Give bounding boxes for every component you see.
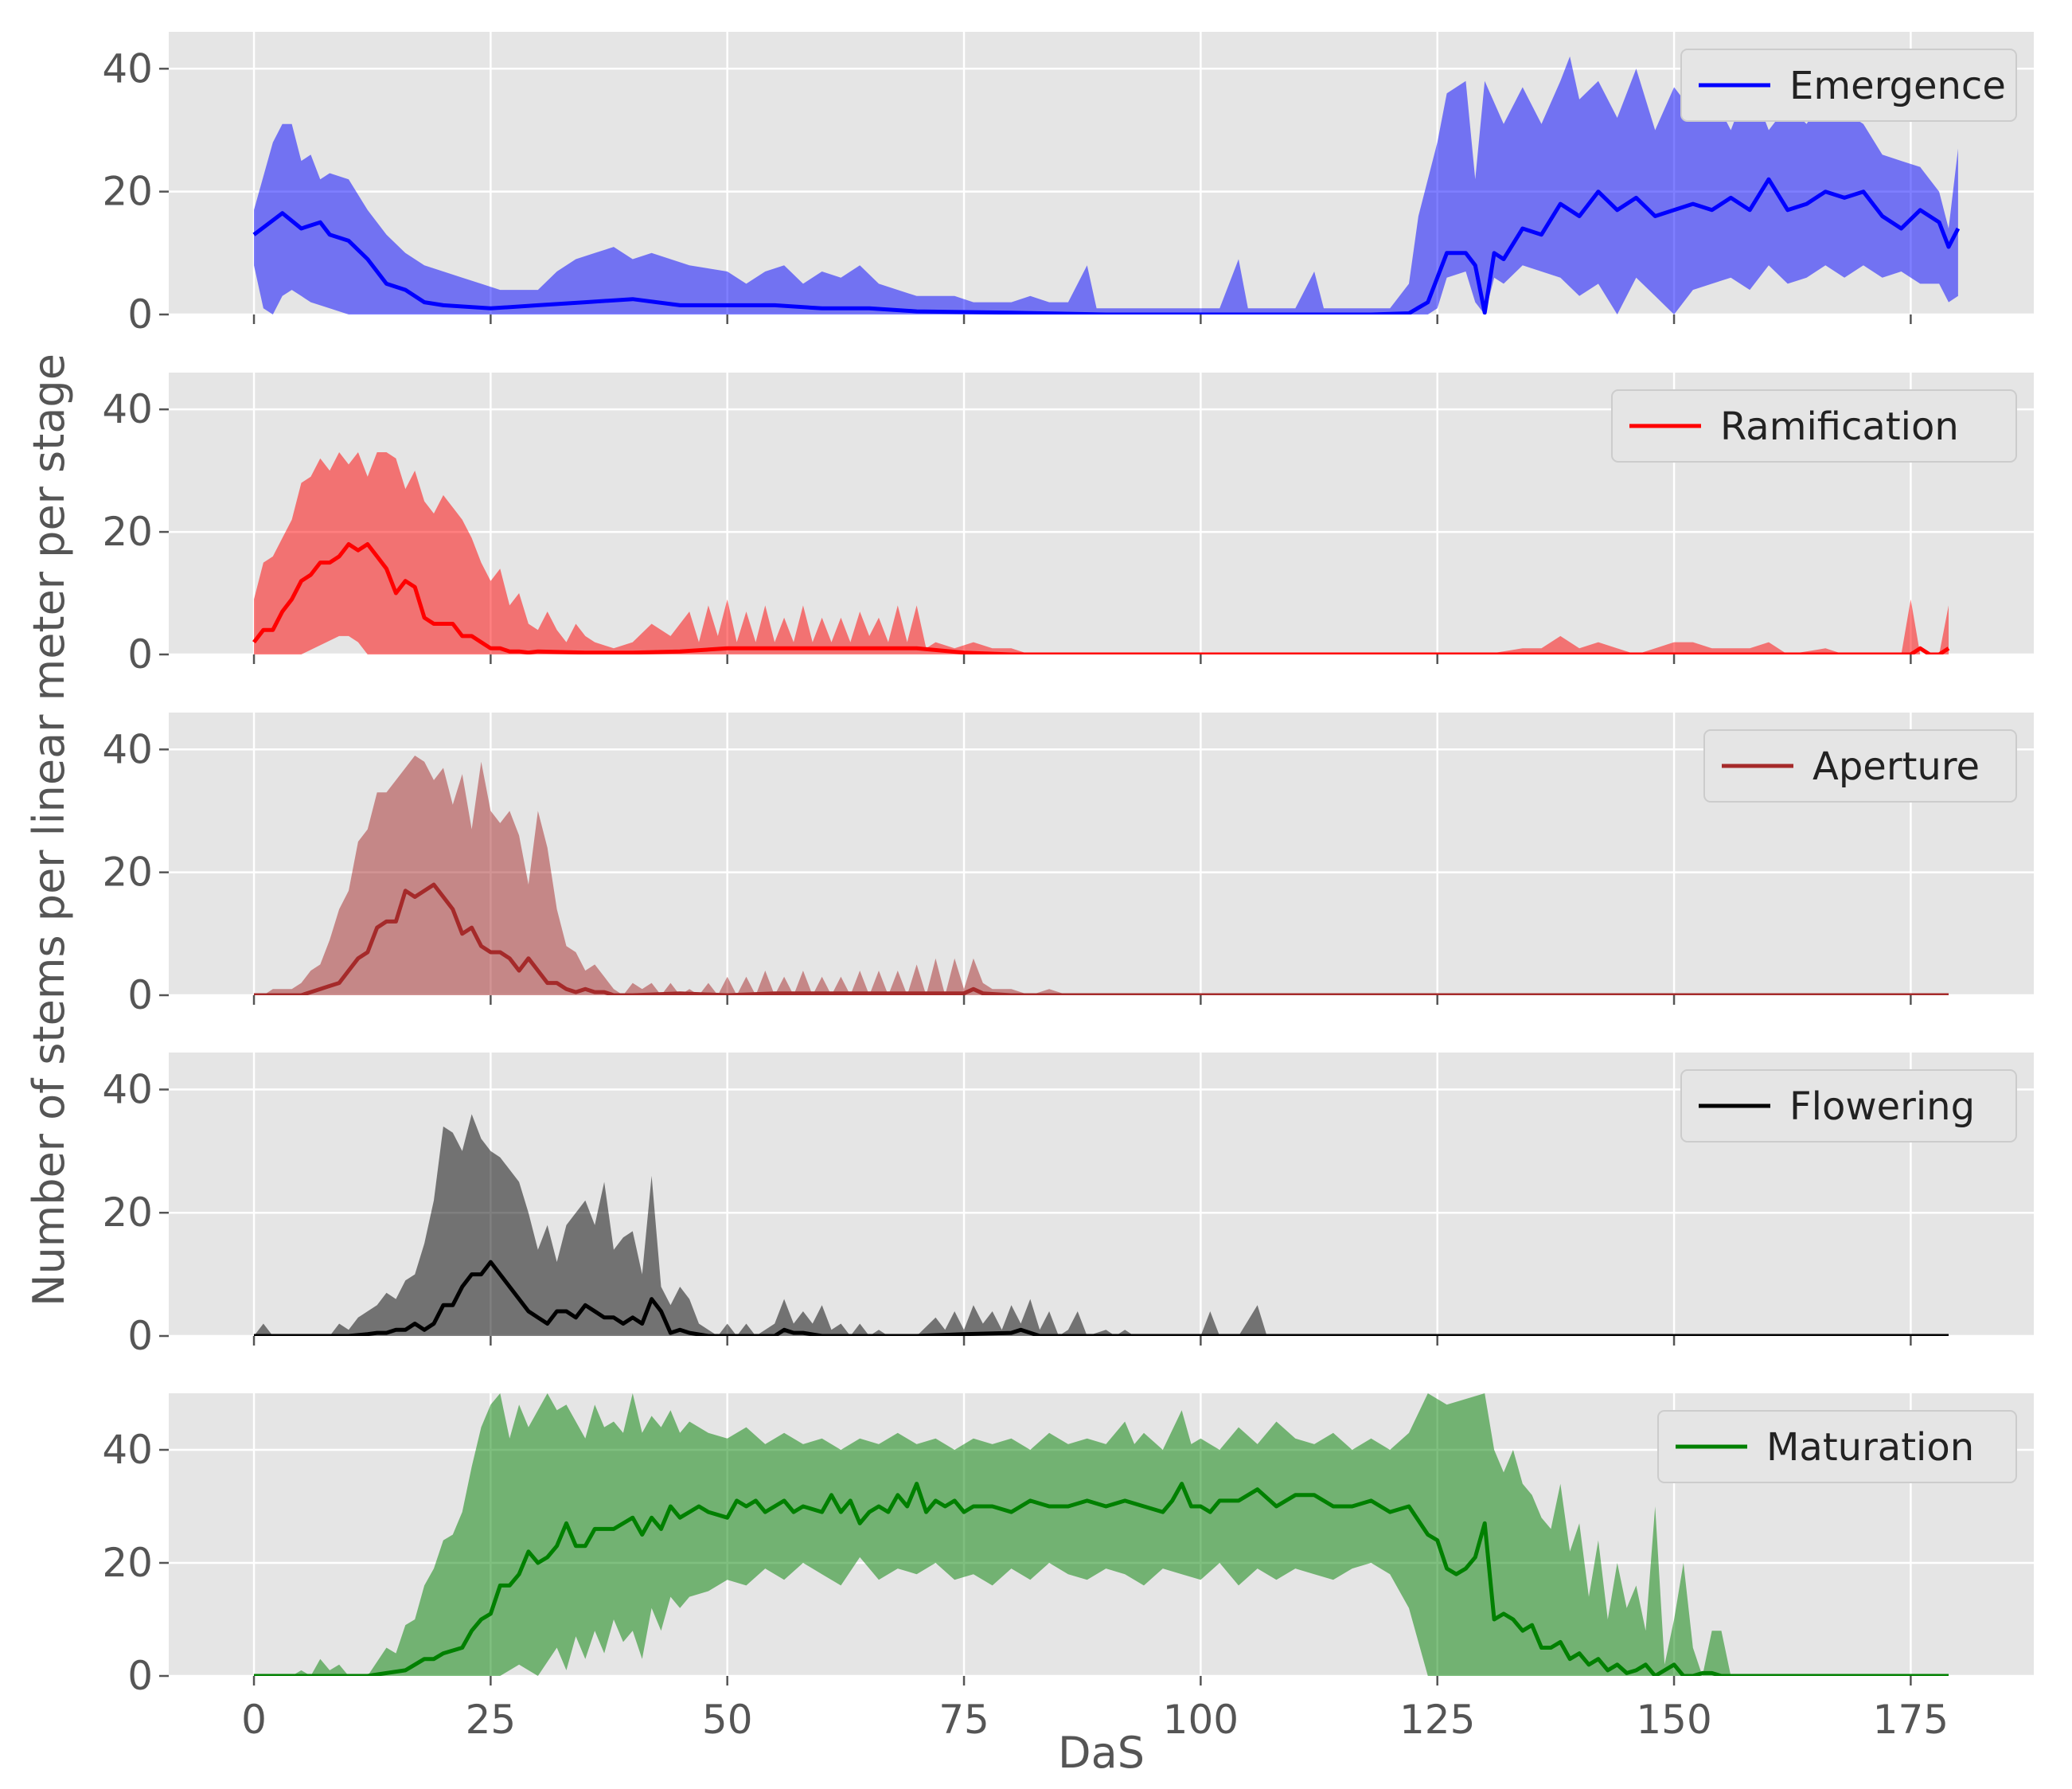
legend-label: Ramification [1720,404,1959,449]
y-tick-label: 40 [102,726,153,772]
legend-ramification: Ramification [1611,389,2017,463]
y-tick-label: 40 [102,1066,153,1112]
y-tick-label: 20 [102,509,153,555]
band-area-aperture [254,756,1949,995]
y-tick-label: 40 [102,1427,153,1473]
y-tick-label: 20 [102,850,153,896]
legend-label: Flowering [1789,1084,1975,1129]
y-tick-label: 0 [127,1313,153,1359]
legend-box [1657,1410,2017,1483]
y-tick-label: 0 [127,1653,153,1699]
legend-box [1680,49,2017,122]
mean-line-flowering [254,1260,1949,1336]
legend-emergence: Emergence [1680,49,2017,122]
mean-line-ramification [252,542,1950,654]
panel-aperture: 0 20 40 Aperture [102,713,2034,1018]
y-tick-label: 0 [127,291,153,338]
legend-box [1680,1069,2017,1143]
panel-ramification: 0 20 40 Ramification [102,373,2034,678]
x-tick-label: 100 [1163,1697,1239,1743]
x-tick-label: 150 [1636,1697,1711,1743]
mean-line-emergence [252,177,1961,314]
x-tick-label: 75 [938,1697,989,1743]
band-area-ramification [254,452,1949,654]
panels-layer: 0 20 40 Emergence 0 20 40 Ramification 0 20 40 Aper… [102,32,2034,1743]
band-area-flowering [254,1114,1949,1336]
panel-emergence: 0 20 40 Emergence [102,32,2034,338]
mean-line-aperture [254,882,1949,995]
panel-maturation: 0 20 40 Maturation [102,1393,2034,1699]
y-tick-label: 20 [102,169,153,215]
panel-flowering: 0 20 40 Flowering [102,1053,2034,1359]
legend-label: Aperture [1813,744,1980,789]
y-tick-label: 20 [102,1189,153,1236]
legend-label: Maturation [1766,1425,1974,1470]
legend-box [1703,729,2017,803]
legend-flowering: Flowering [1680,1069,2017,1143]
band-area-emergence [254,56,1958,314]
x-axis-label: DaS [1058,1728,1145,1778]
y-tick-label: 40 [102,386,153,432]
x-tick-label: 50 [702,1697,753,1743]
legend-aperture: Aperture [1703,729,2017,803]
y-tick-label: 0 [127,631,153,678]
y-tick-label: 20 [102,1540,153,1586]
y-tick-label: 40 [102,45,153,92]
legend-maturation: Maturation [1657,1410,2017,1483]
y-tick-label: 0 [127,972,153,1018]
mean-line-maturation [254,1482,1949,1676]
x-tick-label: 0 [241,1697,267,1743]
legend-label: Emergence [1789,64,2006,108]
x-tick-label: 25 [466,1697,517,1743]
band-area-maturation [254,1393,1949,1676]
legend-box [1611,389,2017,463]
y-axis-label: Number of stems per linear meter per sta… [24,354,74,1307]
x-tick-label: 175 [1873,1697,1949,1743]
x-tick-label: 125 [1399,1697,1475,1743]
